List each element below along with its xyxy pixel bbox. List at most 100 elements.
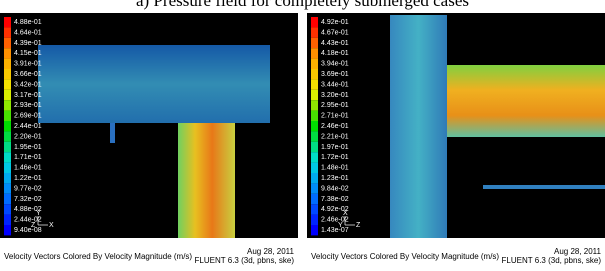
flow-plot: 4.88e-01 4.64e-01 4.39e-01 4.15e-01 3.91e-01…: [0, 13, 298, 238]
colorbar-swatch: [311, 27, 318, 37]
colorbar-label: 1.46e-01: [14, 165, 42, 172]
colorbar-swatch: [311, 131, 318, 141]
colorbar-swatch: [4, 38, 11, 48]
panel: 4.88e-01 4.64e-01 4.39e-01 4.15e-01 3.91e-01…: [0, 13, 298, 271]
colorbar-label: 3.20e-01: [321, 92, 349, 99]
colorbar-label: 1.72e-01: [321, 154, 349, 161]
colorbar-label: 2.46e-02: [321, 217, 349, 224]
colorbar-swatch: [311, 121, 318, 131]
colorbar-swatch: [311, 204, 318, 214]
colorbar-swatch: [311, 69, 318, 79]
axis-label: Y: [36, 210, 41, 217]
figure-title: a) Pressure field for completely submerg…: [0, 0, 605, 11]
vertical-channel: [178, 123, 235, 238]
colorbar-label: 1.97e-01: [321, 144, 349, 151]
colorbar-swatch: [311, 142, 318, 152]
colorbar-swatch: [4, 173, 11, 183]
colorbar-label: 3.91e-01: [14, 61, 42, 68]
colorbar-label: 3.17e-01: [14, 92, 42, 99]
colorbar-label: 9.77e-02: [14, 185, 42, 192]
colorbar-label: 2.93e-01: [14, 102, 42, 109]
caption: Velocity Vectors Colored By Velocity Mag…: [311, 252, 499, 261]
version: FLUENT 6.3 (3d, pbns, ske): [502, 256, 601, 265]
colorbar-label: 2.44e-01: [14, 123, 42, 130]
colorbar-label: 1.43e-07: [321, 227, 349, 234]
colorbar-swatch: [4, 152, 11, 162]
colorbar-swatch: [4, 90, 11, 100]
colorbar-label: 3.44e-01: [321, 81, 349, 88]
colorbar-label: 1.48e-01: [321, 165, 349, 172]
colorbar-swatch: [4, 183, 11, 193]
colorbar-label: 3.69e-01: [321, 71, 349, 78]
colorbar-swatch: [4, 111, 11, 121]
colorbar-swatch: [4, 121, 11, 131]
colorbar-swatch: [311, 38, 318, 48]
axis-label: Y: [338, 222, 343, 229]
colorbar-swatch: [311, 90, 318, 100]
colorbar-label: 2.44e-02: [14, 217, 42, 224]
colorbar-label: 4.88e-01: [14, 19, 42, 26]
colorbar-swatch: [4, 27, 11, 37]
footer: Velocity Vectors Colored By Velocity Mag…: [0, 238, 298, 271]
colorbar-label: 2.20e-01: [14, 133, 42, 140]
colorbar-label: 4.67e-01: [321, 29, 349, 36]
colorbar-label: 2.46e-01: [321, 123, 349, 130]
colorbar-swatch: [4, 194, 11, 204]
colorbar-swatch: [4, 48, 11, 58]
colorbar-swatch: [4, 59, 11, 69]
colorbar-swatch: [4, 225, 11, 235]
axis-label: Z: [356, 222, 361, 229]
colorbar-swatch: [311, 17, 318, 27]
colorbar-label: 4.43e-01: [321, 40, 349, 47]
colorbar-swatch: [311, 152, 318, 162]
colorbar-label: 2.95e-01: [321, 102, 349, 109]
date: Aug 28, 2011: [247, 247, 294, 256]
axis-label: X: [343, 210, 348, 217]
colorbar-label: 3.94e-01: [321, 61, 349, 68]
colorbar-label: 7.38e-02: [321, 196, 349, 203]
colorbar-label: 2.71e-01: [321, 113, 349, 120]
colorbar-swatch: [4, 163, 11, 173]
colorbar-swatch: [4, 17, 11, 27]
colorbar-swatch: [4, 131, 11, 141]
colorbar-label: 1.71e-01: [14, 154, 42, 161]
colorbar-label: 1.22e-01: [14, 175, 42, 182]
wall: [483, 185, 605, 189]
colorbar-label: 4.39e-01: [14, 40, 42, 47]
colorbar-label: 4.18e-01: [321, 50, 349, 57]
flow-plot: 4.92e-01 4.67e-01 4.43e-01 4.18e-01 3.94e-01…: [307, 13, 605, 238]
axis-label: X: [49, 222, 54, 229]
colorbar-swatch: [4, 204, 11, 214]
colorbar-swatch: [4, 215, 11, 225]
panel: 4.92e-01 4.67e-01 4.43e-01 4.18e-01 3.94e-01…: [307, 13, 605, 271]
colorbar-swatch: [311, 225, 318, 235]
colorbar-label: 9.84e-02: [321, 185, 349, 192]
colorbar-label: 4.64e-01: [14, 29, 42, 36]
colorbar-swatch: [311, 79, 318, 89]
colorbar-label: 4.92e-01: [321, 19, 349, 26]
colorbar-swatch: [311, 194, 318, 204]
colorbar-swatch: [311, 183, 318, 193]
axis-label: Z: [31, 222, 36, 229]
version: FLUENT 6.3 (3d, pbns, ske): [195, 256, 294, 265]
colorbar-label: 2.21e-01: [321, 133, 349, 140]
colorbar-label: 9.40e-08: [14, 227, 42, 234]
colorbar-swatch: [311, 59, 318, 69]
colorbar-label: 4.15e-01: [14, 50, 42, 57]
colorbar-swatch: [311, 48, 318, 58]
vertical-channel: [390, 15, 447, 238]
colorbar-swatch: [4, 69, 11, 79]
date: Aug 28, 2011: [554, 247, 601, 256]
horizontal-channel: [38, 45, 270, 123]
figure: a) Pressure field for completely submerg…: [0, 0, 605, 271]
colorbar-swatch: [4, 142, 11, 152]
footer: Velocity Vectors Colored By Velocity Mag…: [307, 238, 605, 271]
colorbar-label: 3.42e-01: [14, 81, 42, 88]
colorbar-swatch: [311, 215, 318, 225]
colorbar-label: 3.66e-01: [14, 71, 42, 78]
wall: [110, 123, 115, 143]
caption: Velocity Vectors Colored By Velocity Mag…: [4, 252, 192, 261]
colorbar-label: 1.23e-01: [321, 175, 349, 182]
horizontal-channel: [447, 65, 605, 137]
colorbar-swatch: [311, 111, 318, 121]
